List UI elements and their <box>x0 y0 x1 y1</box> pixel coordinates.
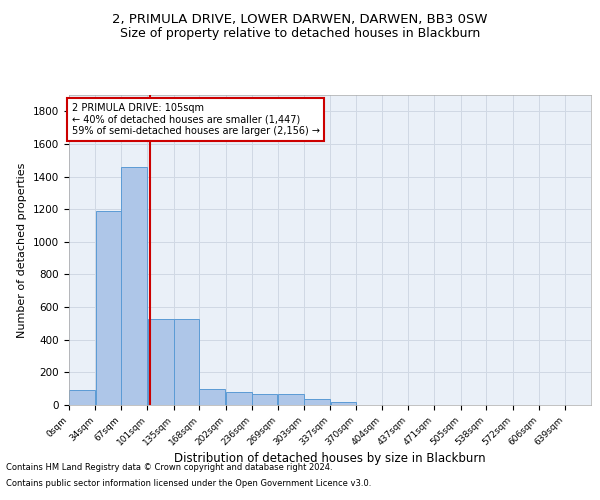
Text: 2, PRIMULA DRIVE, LOWER DARWEN, DARWEN, BB3 0SW: 2, PRIMULA DRIVE, LOWER DARWEN, DARWEN, … <box>112 12 488 26</box>
Bar <box>226 392 252 405</box>
Bar <box>278 394 304 405</box>
Bar <box>174 318 199 405</box>
Text: Size of property relative to detached houses in Blackburn: Size of property relative to detached ho… <box>120 28 480 40</box>
Bar <box>252 394 277 405</box>
Bar <box>95 211 121 405</box>
Bar <box>69 390 95 405</box>
Bar <box>148 318 173 405</box>
Text: 2 PRIMULA DRIVE: 105sqm
← 40% of detached houses are smaller (1,447)
59% of semi: 2 PRIMULA DRIVE: 105sqm ← 40% of detache… <box>71 103 320 136</box>
Text: Contains public sector information licensed under the Open Government Licence v3: Contains public sector information licen… <box>6 478 371 488</box>
Y-axis label: Number of detached properties: Number of detached properties <box>17 162 28 338</box>
Bar <box>304 400 330 405</box>
Text: Contains HM Land Registry data © Crown copyright and database right 2024.: Contains HM Land Registry data © Crown c… <box>6 464 332 472</box>
Bar <box>331 402 356 405</box>
Bar <box>121 167 147 405</box>
Bar <box>199 388 226 405</box>
X-axis label: Distribution of detached houses by size in Blackburn: Distribution of detached houses by size … <box>174 452 486 466</box>
